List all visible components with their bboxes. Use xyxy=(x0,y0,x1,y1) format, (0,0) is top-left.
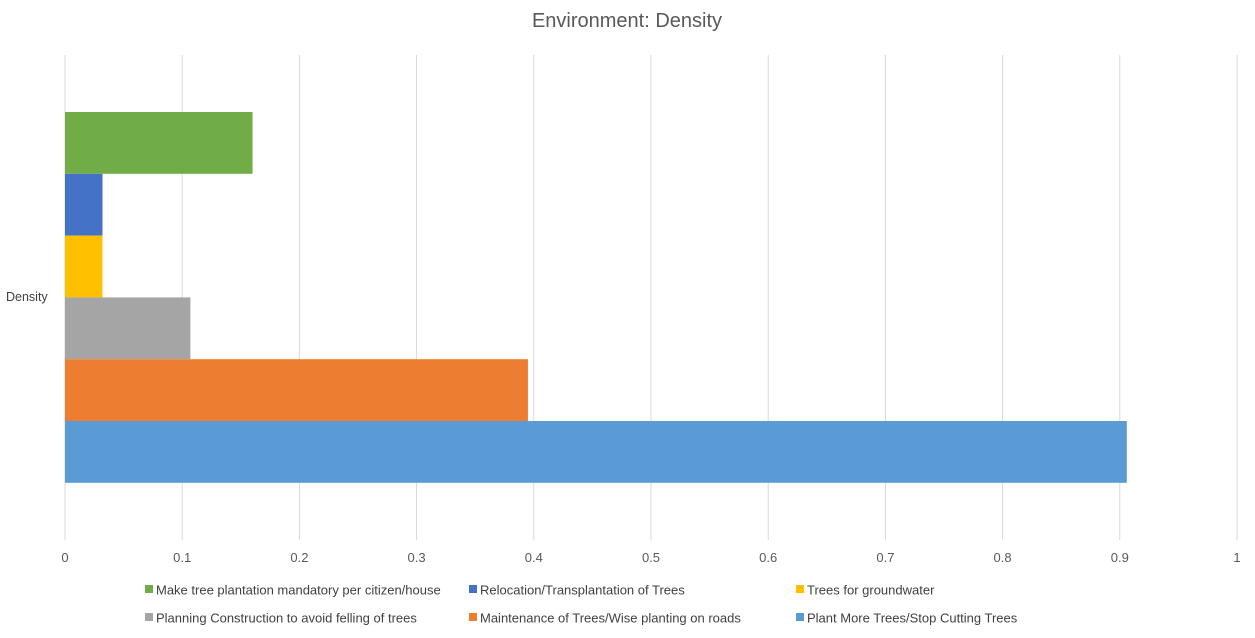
bar xyxy=(65,112,253,174)
legend-item: Plant More Trees/Stop Cutting Trees xyxy=(796,611,1018,626)
bar xyxy=(65,297,191,360)
x-tick-label: 0.5 xyxy=(642,550,660,565)
legend-label: Make tree plantation mandatory per citiz… xyxy=(156,583,441,598)
legend-label: Relocation/Transplantation of Trees xyxy=(480,583,685,598)
x-tick-label: 0.7 xyxy=(876,550,894,565)
legend-item: Make tree plantation mandatory per citiz… xyxy=(145,583,441,598)
legend-item: Trees for groundwater xyxy=(796,583,935,598)
bar xyxy=(65,421,1127,483)
legend-swatch xyxy=(145,613,153,621)
legend: Make tree plantation mandatory per citiz… xyxy=(145,583,1018,626)
legend-swatch xyxy=(796,613,804,621)
x-tick-label: 1 xyxy=(1233,550,1240,565)
bar xyxy=(65,235,103,298)
legend-swatch xyxy=(796,585,804,593)
legend-item: Relocation/Transplantation of Trees xyxy=(469,583,685,598)
bar xyxy=(65,359,528,421)
legend-label: Trees for groundwater xyxy=(807,583,935,598)
legend-swatch xyxy=(145,585,153,593)
legend-swatch xyxy=(469,613,477,621)
legend-item: Planning Construction to avoid felling o… xyxy=(145,611,417,626)
x-tick-labels: 0 0.1 0.2 0.3 0.4 0.5 0.6 0.7 0.8 0.9 1 xyxy=(61,550,1240,565)
bar xyxy=(65,173,103,236)
x-tick-label: 0.9 xyxy=(1111,550,1129,565)
legend-swatch xyxy=(469,585,477,593)
legend-label: Planning Construction to avoid felling o… xyxy=(156,611,417,626)
x-tick-label: 0.3 xyxy=(408,550,426,565)
x-tick-label: 0.4 xyxy=(525,550,543,565)
category-label: Density xyxy=(6,290,48,304)
x-tick-label: 0 xyxy=(61,550,68,565)
legend-label: Plant More Trees/Stop Cutting Trees xyxy=(807,611,1018,626)
chart-title: Environment: Density xyxy=(532,10,722,32)
legend-label: Maintenance of Trees/Wise planting on ro… xyxy=(480,611,741,626)
x-tick-label: 0.6 xyxy=(759,550,777,565)
legend-item: Maintenance of Trees/Wise planting on ro… xyxy=(469,611,741,626)
x-tick-label: 0.8 xyxy=(994,550,1012,565)
x-tick-label: 0.2 xyxy=(290,550,308,565)
x-tick-label: 0.1 xyxy=(173,550,191,565)
bars xyxy=(65,112,1127,483)
